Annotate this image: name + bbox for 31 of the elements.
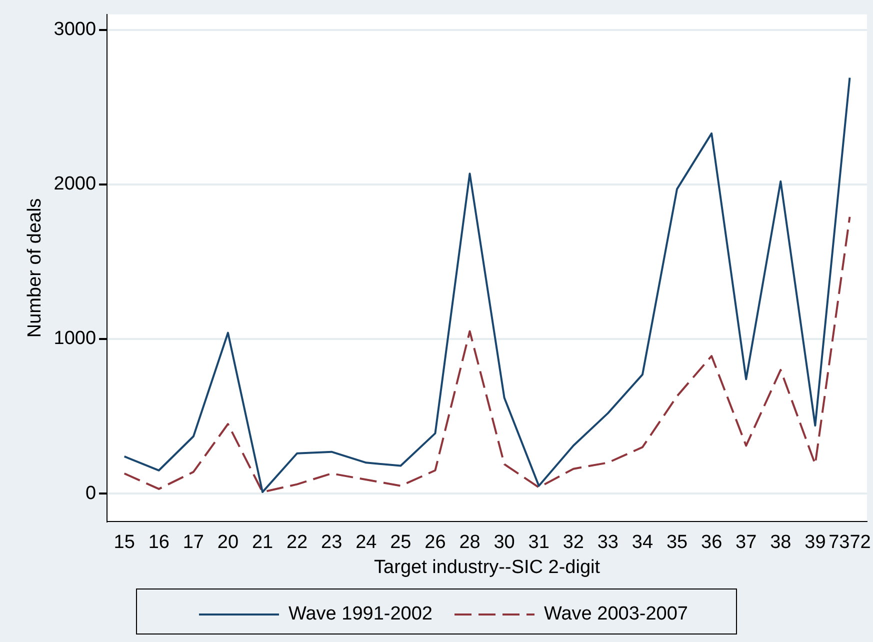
x-tick-label: 22: [286, 532, 308, 554]
x-tick-label: 23: [321, 532, 342, 554]
x-tick-label: 15: [114, 532, 135, 554]
x-tick-label: 33: [597, 532, 618, 554]
x-tick-label: 34: [632, 532, 654, 554]
x-tick-label: 26: [424, 532, 446, 554]
x-tick-label: 25: [390, 532, 412, 554]
x-tick-label: 39: [804, 532, 826, 554]
x-axis-title: Target industry--SIC 2-digit: [374, 556, 601, 578]
x-tick-label: 7372: [828, 532, 871, 554]
x-tick-label: 20: [217, 532, 239, 554]
x-tick-label: 30: [494, 532, 515, 554]
x-tick-label: 35: [666, 532, 688, 554]
x-tick-label: 17: [182, 532, 204, 554]
x-tick-label: 31: [528, 532, 550, 554]
x-tick-label: 24: [356, 532, 378, 554]
x-tick-label: 36: [700, 532, 722, 554]
y-tick-label: 2000: [54, 174, 96, 195]
x-tick-label: 37: [736, 532, 757, 554]
y-tick-label: 0: [85, 482, 96, 504]
legend-label: Wave 2003-2007: [544, 604, 688, 625]
line-series: [123, 216, 851, 494]
x-tick-label: 16: [148, 532, 170, 554]
y-tick-label: 3000: [54, 19, 96, 40]
legend-label: Wave 1991-2002: [288, 604, 433, 625]
y-axis-title: Number of deals: [24, 198, 46, 338]
x-tick-label: 21: [252, 532, 274, 554]
x-tick-label: 38: [770, 532, 792, 554]
x-tick-label: 28: [459, 532, 480, 554]
x-tick-label: 32: [562, 532, 584, 554]
y-tick-label: 1000: [54, 328, 96, 350]
